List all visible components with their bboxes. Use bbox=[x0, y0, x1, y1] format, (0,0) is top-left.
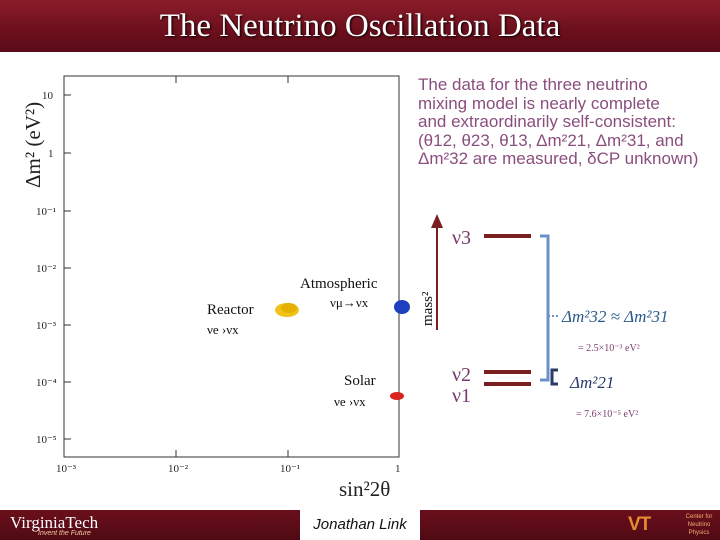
reactor-process: νe ›νx bbox=[207, 322, 239, 337]
vt-logo: VT bbox=[628, 514, 651, 535]
y-axis-label: Δm² (eV²) bbox=[21, 102, 45, 188]
y-minor-ticks bbox=[64, 94, 71, 440]
y-tick-label: 10⁻¹ bbox=[36, 206, 56, 218]
large-split-bracket bbox=[540, 234, 550, 382]
solar-process: νe ›νx bbox=[334, 394, 366, 409]
description-line: (θ12, θ23, θ13, Δm²21, Δm²31, and bbox=[418, 130, 684, 150]
y-tick-label: 1 bbox=[48, 148, 54, 160]
institution-logo: VirginiaTech bbox=[10, 513, 99, 532]
reactor-region-core bbox=[281, 303, 297, 313]
mass-axis-label: mass² bbox=[420, 291, 436, 326]
description-line: and extraordinarily self-consistent: bbox=[418, 112, 676, 131]
state-label-nu2: ν2 bbox=[452, 364, 471, 386]
center-line: Neutrino bbox=[687, 522, 711, 528]
center-logo-text: Center for Neutrino Physics bbox=[682, 513, 716, 537]
oscillation-plot: 10 1 10⁻¹ 10⁻² 10⁻³ 10⁻⁴ 10⁻⁵ 10⁻³ 10⁻² … bbox=[21, 75, 410, 501]
atmospheric-process: νμ→νx bbox=[330, 295, 369, 310]
center-line: Physics bbox=[688, 530, 710, 536]
slide-title: The Neutrino Oscillation Data bbox=[159, 8, 561, 44]
presenter-name: Jonathan Link bbox=[313, 516, 407, 533]
solar-label: Solar bbox=[344, 373, 376, 389]
description-line: The data for the three neutrino bbox=[418, 75, 648, 94]
state-label-nu3: ν3 bbox=[452, 227, 471, 249]
presenter-box: Jonathan Link bbox=[300, 510, 420, 540]
description-line: mixing model is nearly complete bbox=[418, 93, 660, 113]
y-tick-label: 10⁻² bbox=[36, 263, 57, 275]
large-split-value: = 2.5×10⁻³ eV² bbox=[578, 343, 640, 354]
small-split-bracket bbox=[550, 368, 558, 386]
institution-tagline: Invent the Future bbox=[38, 530, 91, 537]
x-axis-label: sin²2θ bbox=[339, 477, 390, 501]
slide-content bbox=[8, 52, 712, 510]
description-line: Δm²32 are measured, δCP unknown) bbox=[418, 149, 699, 168]
title-bar bbox=[0, 0, 720, 52]
center-line: Center for bbox=[685, 514, 713, 520]
y-tick-label: 10⁻⁴ bbox=[36, 377, 57, 389]
mass-axis-arrowhead bbox=[431, 214, 443, 228]
large-split-label: Δm²32 ≈ Δm²31 bbox=[561, 307, 669, 326]
solar-region bbox=[390, 392, 404, 400]
x-tick-label: 10⁻² bbox=[168, 463, 189, 475]
x-tick-label: 10⁻³ bbox=[56, 463, 77, 475]
reactor-label: Reactor bbox=[207, 302, 254, 318]
plot-frame bbox=[63, 75, 400, 458]
y-tick-label: 10 bbox=[42, 90, 54, 102]
y-tick-label: 10⁻³ bbox=[36, 320, 57, 332]
mass-diagram: mass² ν3 ν2 ν1 Δm²32 ≈ Δm²31 = 2.5×10⁻³ … bbox=[420, 214, 669, 420]
x-minor-ticks bbox=[175, 76, 289, 457]
small-split-label: Δm²21 bbox=[569, 373, 614, 392]
state-label-nu1: ν1 bbox=[452, 385, 471, 407]
atmospheric-label: Atmospheric bbox=[300, 276, 378, 292]
y-tick-label: 10⁻⁵ bbox=[36, 434, 57, 446]
atmospheric-region bbox=[394, 300, 410, 314]
x-tick-label: 10⁻¹ bbox=[280, 463, 300, 475]
small-split-value: = 7.6×10⁻⁵ eV² bbox=[576, 409, 638, 420]
description-text: The data for the three neutrino mixing m… bbox=[418, 75, 718, 169]
x-tick-label: 1 bbox=[395, 463, 401, 475]
